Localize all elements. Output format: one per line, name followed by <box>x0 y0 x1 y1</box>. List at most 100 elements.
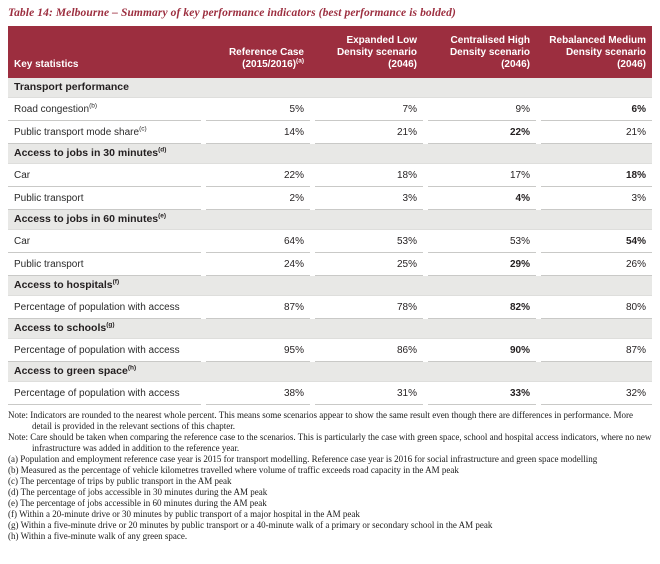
row-label-text: Public transport mode share <box>14 127 140 138</box>
row-label: Public transport mode share(c) <box>8 121 201 144</box>
table-row: Public transport 2% 3% 4% 3% <box>8 187 652 210</box>
row-label: Car <box>8 164 201 187</box>
row-label: Car <box>8 230 201 253</box>
table-row: Car 64% 53% 53% 54% <box>8 230 652 253</box>
value-expanded-low-density: 21% <box>315 121 423 144</box>
value-expanded-low-density: 25% <box>315 253 423 276</box>
section-header-row: Transport performance <box>8 78 652 98</box>
table-row: Percentage of population with access 38%… <box>8 382 652 405</box>
section-header-label: Access to jobs in 60 minutes <box>14 213 159 225</box>
value-expanded-low-density: 31% <box>315 382 423 405</box>
section-footnote-marker: (e) <box>158 212 167 220</box>
section-footnote-marker: (f) <box>112 278 120 286</box>
footnote-line: (a) Population and employment reference … <box>8 454 598 464</box>
row-label-text: Road congestion <box>14 104 90 115</box>
section-footnote-marker: (d) <box>158 146 167 154</box>
value-rebalanced-medium-density: 26% <box>541 253 652 276</box>
section-header-row: Access to green space(h) <box>8 362 652 382</box>
value-reference-case: 95% <box>206 339 310 362</box>
column-header: Centralised High Density scenario (2046) <box>428 35 536 71</box>
value-centralised-high-density: 17% <box>428 164 536 187</box>
row-label: Percentage of population with access <box>8 296 201 319</box>
row-label-text: Public transport <box>14 259 84 270</box>
footnote-line: Note: Indicators are rounded to the near… <box>8 410 633 431</box>
value-rebalanced-medium-density: 54% <box>541 230 652 253</box>
row-label-text: Car <box>14 236 31 247</box>
value-rebalanced-medium-density: 87% <box>541 339 652 362</box>
row-label-text: Percentage of population with access <box>14 302 180 313</box>
value-centralised-high-density: 82% <box>428 296 536 319</box>
value-expanded-low-density: 78% <box>315 296 423 319</box>
kpi-table: Key statistics Reference Case (2015/2016… <box>8 26 652 405</box>
column-header-label: Reference Case (2015/2016) <box>228 47 304 70</box>
footnote-line: (e) The percentage of jobs accessible in… <box>8 498 267 508</box>
table-row: Public transport mode share(c) 14% 21% 2… <box>8 121 652 144</box>
row-label: Percentage of population with access <box>8 382 201 405</box>
value-rebalanced-medium-density: 6% <box>541 98 652 121</box>
footnote-line: Note: Care should be taken when comparin… <box>8 432 652 453</box>
value-reference-case: 87% <box>206 296 310 319</box>
table-row: Public transport 24% 25% 29% 26% <box>8 253 652 276</box>
value-expanded-low-density: 18% <box>315 164 423 187</box>
footnote-line: (g) Within a five-minute drive or 20 min… <box>8 520 493 530</box>
value-reference-case: 24% <box>206 253 310 276</box>
column-header-label: Rebalanced Medium Density scenario (2046… <box>549 35 646 70</box>
table-row: Percentage of population with access 95%… <box>8 339 652 362</box>
column-header: Rebalanced Medium Density scenario (2046… <box>541 35 652 71</box>
column-header-label: Expanded Low Density scenario (2046) <box>336 35 417 70</box>
section-header-row: Access to schools(g) <box>8 319 652 339</box>
section-header-row: Access to hospitals(f) <box>8 276 652 296</box>
table-footnotes: Note: Indicators are rounded to the near… <box>8 410 652 542</box>
row-label-text: Car <box>14 170 31 181</box>
table-row: Road congestion(b) 5% 7% 9% 6% <box>8 98 652 121</box>
section-header-label: Transport performance <box>14 81 129 93</box>
value-centralised-high-density: 53% <box>428 230 536 253</box>
table-title: Table 14: Melbourne – Summary of key per… <box>8 7 456 19</box>
value-rebalanced-medium-density: 3% <box>541 187 652 210</box>
column-header: Key statistics <box>8 59 201 71</box>
row-label: Road congestion(b) <box>8 98 201 121</box>
table-row: Car 22% 18% 17% 18% <box>8 164 652 187</box>
row-label-text: Percentage of population with access <box>14 345 180 356</box>
row-label-text: Percentage of population with access <box>14 388 180 399</box>
section-header-label: Access to schools <box>14 322 107 334</box>
row-footnote-marker: (b) <box>89 102 98 110</box>
section-header-label: Access to jobs in 30 minutes <box>14 147 159 159</box>
value-centralised-high-density: 22% <box>428 121 536 144</box>
row-label: Public transport <box>8 187 201 210</box>
value-rebalanced-medium-density: 21% <box>541 121 652 144</box>
value-rebalanced-medium-density: 18% <box>541 164 652 187</box>
value-reference-case: 64% <box>206 230 310 253</box>
value-reference-case: 5% <box>206 98 310 121</box>
value-centralised-high-density: 9% <box>428 98 536 121</box>
row-label: Public transport <box>8 253 201 276</box>
column-header-label: Key statistics <box>14 59 79 70</box>
value-expanded-low-density: 3% <box>315 187 423 210</box>
value-rebalanced-medium-density: 80% <box>541 296 652 319</box>
footnote-line: (b) Measured as the percentage of vehicl… <box>8 465 459 475</box>
row-label-text: Public transport <box>14 193 84 204</box>
value-reference-case: 22% <box>206 164 310 187</box>
section-header-row: Access to jobs in 60 minutes(e) <box>8 210 652 230</box>
section-header-label: Access to green space <box>14 365 128 377</box>
column-header: Expanded Low Density scenario (2046) <box>315 35 423 71</box>
value-centralised-high-density: 90% <box>428 339 536 362</box>
value-centralised-high-density: 4% <box>428 187 536 210</box>
section-footnote-marker: (h) <box>127 364 137 372</box>
table-body: Transport performance Road congestion(b)… <box>8 78 652 405</box>
value-expanded-low-density: 7% <box>315 98 423 121</box>
value-expanded-low-density: 53% <box>315 230 423 253</box>
column-header-label: Centralised High Density scenario (2046) <box>449 35 530 70</box>
footnote-line: (h) Within a five-minute walk of any gre… <box>8 531 188 541</box>
section-footnote-marker: (g) <box>106 321 115 329</box>
value-centralised-high-density: 33% <box>428 382 536 405</box>
column-header-footnote-marker: (a) <box>296 57 304 65</box>
value-reference-case: 2% <box>206 187 310 210</box>
section-header-row: Access to jobs in 30 minutes(d) <box>8 144 652 164</box>
footnote-line: (f) Within a 20-minute drive or 30 minut… <box>8 509 360 519</box>
footnote-line: (c) The percentage of trips by public tr… <box>8 476 232 486</box>
section-header-label: Access to hospitals <box>14 279 113 291</box>
table-row: Percentage of population with access 87%… <box>8 296 652 319</box>
value-expanded-low-density: 86% <box>315 339 423 362</box>
